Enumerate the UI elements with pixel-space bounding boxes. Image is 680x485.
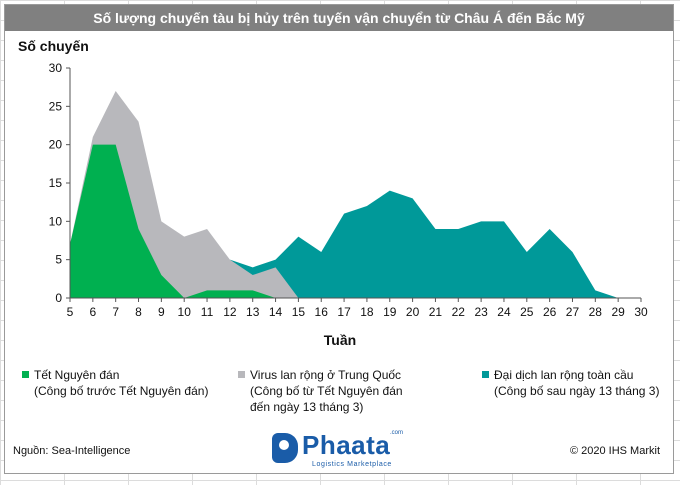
y-tick-label: 0	[55, 291, 62, 305]
logo-wordmark: Phaata	[302, 430, 391, 460]
x-tick-label: 24	[497, 305, 511, 319]
x-tick-label: 13	[246, 305, 260, 319]
x-tick-label: 16	[315, 305, 329, 319]
x-tick-label: 25	[520, 305, 534, 319]
x-tick-label: 7	[112, 305, 119, 319]
y-tick-label: 10	[49, 214, 63, 228]
x-tick-label: 26	[543, 305, 557, 319]
y-axis-label: Số chuyến	[18, 38, 89, 54]
chart-title: Số lượng chuyến tàu bị hủy trên tuyến vậ…	[5, 5, 673, 31]
x-tick-label: 22	[452, 305, 466, 319]
y-tick-label: 20	[49, 138, 63, 152]
logo-tagline: Logistics Marketplace	[312, 461, 392, 468]
y-tick-label: 5	[55, 253, 62, 267]
legend-sublabel-tet: (Công bố trước Tết Nguyên đán)	[34, 384, 209, 398]
x-tick-label: 29	[611, 305, 625, 319]
x-tick-label: 8	[135, 305, 142, 319]
area-series-1	[70, 91, 619, 298]
x-tick-label: 5	[67, 305, 74, 319]
area-series-0	[70, 190, 619, 298]
phaata-logo: Phaata .com Logistics Marketplace	[272, 430, 404, 470]
legend-swatch-pandemic	[482, 371, 489, 378]
x-tick-label: 12	[223, 305, 237, 319]
x-tick-label: 17	[337, 305, 351, 319]
x-tick-label: 10	[178, 305, 192, 319]
legend-sublabel-virus-china: (Công bố từ Tết Nguyên đán	[250, 384, 403, 398]
y-tick-label: 30	[49, 61, 63, 75]
legend-swatch-virus-china	[238, 371, 245, 378]
legend-label-virus-china: Virus lan rộng ở Trung Quốc	[250, 368, 402, 382]
legend-sublabel-pandemic: (Công bố sau ngày 13 tháng 3)	[494, 384, 660, 398]
legend-label-pandemic: Đại dịch lan rộng toàn cầu	[494, 368, 634, 382]
logo-domain: .com	[390, 430, 404, 436]
x-tick-label: 15	[292, 305, 306, 319]
y-tick-label: 15	[49, 176, 63, 190]
x-tick-label: 14	[269, 305, 283, 319]
copyright-note: © 2020 IHS Markit	[569, 445, 660, 457]
x-tick-label: 18	[360, 305, 374, 319]
x-tick-label: 11	[201, 305, 214, 319]
legend-swatch-tet	[22, 371, 29, 378]
x-tick-label: 27	[566, 305, 580, 319]
source-note: Nguồn: Sea-Intelligence	[13, 445, 131, 457]
x-tick-label: 6	[89, 305, 96, 319]
legend-sublabel2-virus-china: đến ngày 13 tháng 3)	[250, 400, 364, 414]
y-tick-label: 25	[49, 99, 63, 113]
x-tick-label: 19	[383, 305, 397, 319]
x-tick-label: 23	[474, 305, 488, 319]
x-tick-label: 9	[158, 305, 165, 319]
x-tick-label: 21	[429, 305, 443, 319]
x-tick-label: 28	[589, 305, 603, 319]
area-series-2	[70, 144, 619, 298]
x-tick-label: 30	[634, 305, 648, 319]
legend-label-tet: Tết Nguyên đán	[34, 368, 120, 382]
x-axis-label: Tuần	[324, 332, 356, 348]
phaata-logo-icon	[272, 433, 298, 463]
x-tick-label: 20	[406, 305, 420, 319]
